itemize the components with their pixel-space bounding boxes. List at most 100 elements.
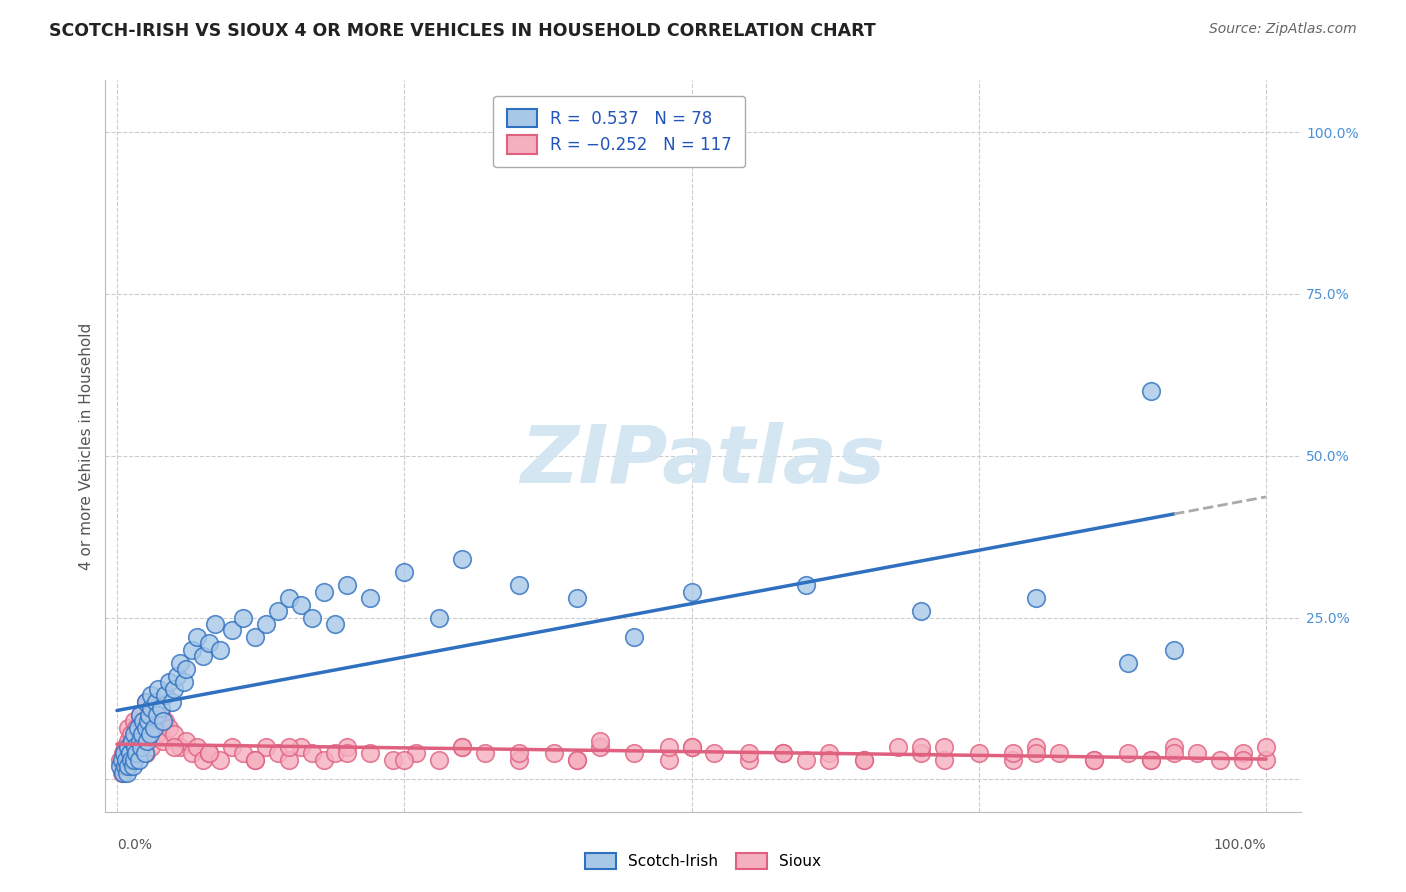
Point	[588, 739, 610, 754]
Point	[703, 747, 725, 761]
Point	[186, 630, 208, 644]
Point	[1140, 753, 1163, 767]
Point	[166, 669, 188, 683]
Point	[657, 739, 679, 754]
Point	[122, 753, 145, 767]
Point	[136, 714, 159, 728]
Point	[169, 739, 191, 754]
Point	[381, 753, 404, 767]
Point	[1025, 739, 1047, 754]
Point	[1140, 384, 1163, 398]
Point	[180, 643, 202, 657]
Point	[887, 739, 910, 754]
Legend: R =  0.537   N = 78, R = −0.252   N = 117: R = 0.537 N = 78, R = −0.252 N = 117	[494, 96, 745, 168]
Point	[135, 721, 157, 735]
Point	[427, 610, 450, 624]
Point	[796, 578, 818, 592]
Point	[112, 747, 135, 761]
Point	[1163, 747, 1185, 761]
Point	[157, 721, 180, 735]
Text: Source: ZipAtlas.com: Source: ZipAtlas.com	[1209, 22, 1357, 37]
Point	[1140, 753, 1163, 767]
Point	[910, 747, 932, 761]
Point	[111, 747, 134, 761]
Point	[772, 747, 794, 761]
Point	[336, 739, 359, 754]
Point	[1232, 753, 1254, 767]
Point	[254, 617, 277, 632]
Point	[267, 604, 290, 618]
Point	[243, 753, 266, 767]
Point	[934, 753, 956, 767]
Point	[148, 681, 170, 696]
Point	[138, 707, 160, 722]
Point	[681, 584, 703, 599]
Point	[1002, 753, 1025, 767]
Point	[1254, 753, 1277, 767]
Point	[278, 591, 301, 606]
Point	[118, 747, 141, 761]
Point	[135, 733, 157, 747]
Point	[136, 727, 159, 741]
Point	[155, 688, 177, 702]
Point	[623, 630, 645, 644]
Point	[122, 714, 145, 728]
Point	[131, 727, 153, 741]
Point	[323, 747, 346, 761]
Point	[278, 753, 301, 767]
Point	[312, 584, 335, 599]
Point	[254, 739, 277, 754]
Point	[141, 701, 163, 715]
Point	[336, 578, 359, 592]
Point	[221, 739, 243, 754]
Point	[818, 753, 841, 767]
Point	[738, 753, 761, 767]
Point	[336, 747, 359, 761]
Point	[301, 610, 323, 624]
Point	[204, 617, 226, 632]
Point	[243, 753, 266, 767]
Point	[818, 747, 841, 761]
Point	[852, 753, 875, 767]
Point	[508, 578, 530, 592]
Point	[141, 701, 163, 715]
Point	[125, 747, 148, 761]
Point	[141, 739, 163, 754]
Point	[132, 733, 155, 747]
Point	[173, 675, 195, 690]
Point	[623, 747, 645, 761]
Point	[135, 747, 157, 761]
Point	[132, 714, 155, 728]
Point	[117, 765, 139, 780]
Point	[128, 747, 150, 761]
Point	[152, 714, 174, 728]
Point	[934, 739, 956, 754]
Point	[209, 643, 232, 657]
Point	[122, 759, 145, 773]
Point	[508, 753, 530, 767]
Point	[125, 721, 148, 735]
Point	[111, 759, 134, 773]
Point	[110, 753, 132, 767]
Point	[129, 707, 152, 722]
Text: SCOTCH-IRISH VS SIOUX 4 OR MORE VEHICLES IN HOUSEHOLD CORRELATION CHART: SCOTCH-IRISH VS SIOUX 4 OR MORE VEHICLES…	[49, 22, 876, 40]
Point	[198, 747, 221, 761]
Point	[124, 739, 146, 754]
Point	[394, 566, 416, 580]
Point	[111, 765, 134, 780]
Point	[141, 688, 163, 702]
Point	[122, 733, 145, 747]
Point	[278, 739, 301, 754]
Point	[450, 739, 472, 754]
Point	[114, 739, 136, 754]
Text: 0.0%: 0.0%	[117, 838, 152, 852]
Point	[117, 733, 139, 747]
Point	[852, 753, 875, 767]
Point	[160, 695, 183, 709]
Point	[1025, 591, 1047, 606]
Point	[910, 739, 932, 754]
Point	[1002, 747, 1025, 761]
Point	[232, 610, 254, 624]
Point	[910, 604, 932, 618]
Point	[134, 721, 156, 735]
